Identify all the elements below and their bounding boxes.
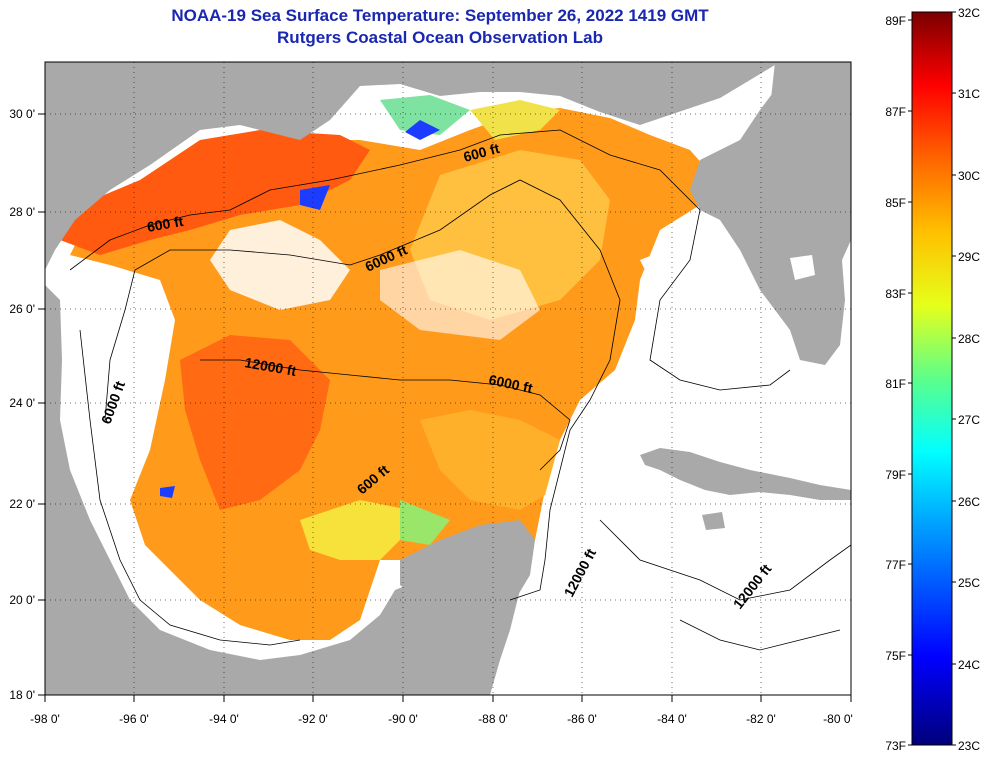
colorbar-f-label: 81F [885, 377, 906, 391]
lat-tick-label: 18 0' [9, 688, 35, 702]
lon-tick-label: -88 0' [478, 712, 508, 726]
map-frame [44, 61, 852, 696]
yucatan-peninsula [400, 520, 535, 695]
colorbar-c-label: 32C [958, 6, 980, 20]
lat-axis: 18 0' 20 0' 22 0' 24 0' 26 0' 28 0' 30 0… [9, 107, 35, 702]
lon-tick-label: -86 0' [567, 712, 597, 726]
colorbar-f-label: 87F [885, 105, 906, 119]
lat-tick-label: 20 0' [9, 593, 35, 607]
lat-tick-label: 30 0' [9, 107, 35, 121]
colorbar-c-label: 29C [958, 250, 980, 264]
colorbar-f-label: 77F [885, 558, 906, 572]
colorbar-f-label: 89F [885, 14, 906, 28]
lon-tick-label: -92 0' [298, 712, 328, 726]
lon-tick-label: -94 0' [209, 712, 239, 726]
colorbar-c-label: 26C [958, 495, 980, 509]
lat-tick-label: 26 0' [9, 302, 35, 316]
florida-peninsula [710, 62, 851, 360]
land-layer [45, 62, 851, 695]
frame-ticks [38, 113, 852, 702]
colorbar: 32C 31C 30C 29C 28C 27C 26C 25C 24C 23C … [885, 6, 980, 753]
contour-label: 600 ft [146, 213, 185, 235]
sst-data-layer [60, 95, 720, 640]
colorbar-c-label: 25C [958, 576, 980, 590]
lon-tick-label: -98 0' [30, 712, 60, 726]
colorbar-f-label: 85F [885, 196, 906, 210]
lon-tick-label: -80 0' [823, 712, 853, 726]
colorbar-c-label: 27C [958, 413, 980, 427]
colorbar-c-label: 24C [958, 658, 980, 672]
colorbar-c-label: 31C [958, 87, 980, 101]
contour-deep-east [679, 619, 841, 651]
lon-tick-label: -96 0' [119, 712, 149, 726]
map-title: NOAA-19 Sea Surface Temperature: Septemb… [171, 6, 709, 25]
colorbar-c-label: 28C [958, 332, 980, 346]
lat-tick-label: 22 0' [9, 497, 35, 511]
colorbar-gradient [911, 11, 953, 746]
lat-tick-label: 28 0' [9, 205, 35, 219]
colorbar-fahrenheit-ticks [908, 19, 912, 746]
mexico-mainland [45, 285, 520, 695]
colorbar-f-label: 79F [885, 468, 906, 482]
contour-6000ft [104, 179, 621, 601]
colorbar-c-label: 23C [958, 739, 980, 753]
contour-600ft [69, 129, 791, 391]
isla-de-la-juventud [702, 512, 725, 530]
lon-tick-label: -90 0' [388, 712, 418, 726]
contour-12000ft [200, 359, 571, 471]
colorbar-f-label: 73F [885, 739, 906, 753]
cuba [640, 448, 851, 500]
graticule [45, 62, 851, 695]
lat-tick-label: 24 0' [9, 396, 35, 410]
colorbar-c-label: 30C [958, 169, 980, 183]
lon-tick-label: -84 0' [657, 712, 687, 726]
bahamas-keys [790, 255, 815, 280]
lon-axis: -98 0' -96 0' -94 0' -92 0' -90 0' -88 0… [30, 712, 853, 726]
lon-tick-label: -82 0' [746, 712, 776, 726]
map-subtitle: Rutgers Coastal Ocean Observation Lab [277, 28, 603, 47]
colorbar-f-label: 75F [885, 649, 906, 663]
colorbar-celsius-ticks [952, 11, 956, 746]
us-gulf-coast [45, 62, 851, 365]
colorbar-f-label: 83F [885, 287, 906, 301]
